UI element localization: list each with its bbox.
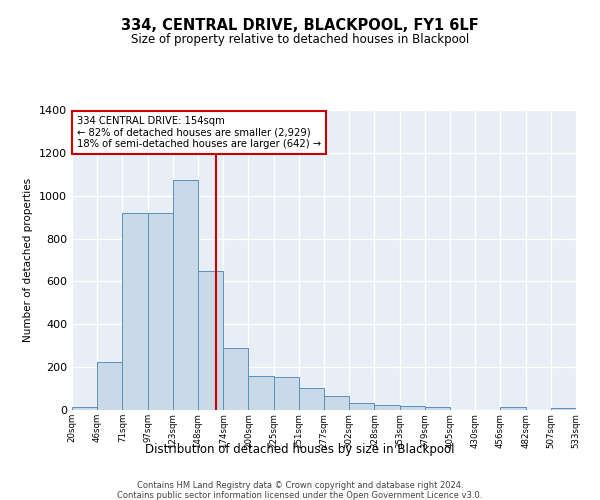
Bar	[72, 407, 97, 410]
Text: Contains public sector information licensed under the Open Government Licence v3: Contains public sector information licen…	[118, 491, 482, 500]
Text: Size of property relative to detached houses in Blackpool: Size of property relative to detached ho…	[131, 32, 469, 46]
Text: Contains HM Land Registry data © Crown copyright and database right 2024.: Contains HM Land Registry data © Crown c…	[137, 481, 463, 490]
Bar	[400, 406, 425, 410]
Bar	[299, 388, 324, 410]
Bar	[324, 396, 349, 410]
Bar	[374, 404, 400, 410]
Bar	[148, 213, 173, 410]
Bar	[500, 407, 526, 410]
Text: Distribution of detached houses by size in Blackpool: Distribution of detached houses by size …	[145, 442, 455, 456]
Y-axis label: Number of detached properties: Number of detached properties	[23, 178, 34, 342]
Bar	[198, 270, 223, 410]
Bar	[173, 180, 198, 410]
Bar	[551, 408, 576, 410]
Bar	[122, 213, 148, 410]
Bar	[425, 407, 450, 410]
Bar	[97, 362, 122, 410]
Bar	[274, 377, 299, 410]
Text: 334, CENTRAL DRIVE, BLACKPOOL, FY1 6LF: 334, CENTRAL DRIVE, BLACKPOOL, FY1 6LF	[121, 18, 479, 32]
Text: 334 CENTRAL DRIVE: 154sqm
← 82% of detached houses are smaller (2,929)
18% of se: 334 CENTRAL DRIVE: 154sqm ← 82% of detac…	[77, 116, 321, 149]
Bar	[248, 376, 274, 410]
Bar	[223, 348, 248, 410]
Bar	[349, 402, 374, 410]
